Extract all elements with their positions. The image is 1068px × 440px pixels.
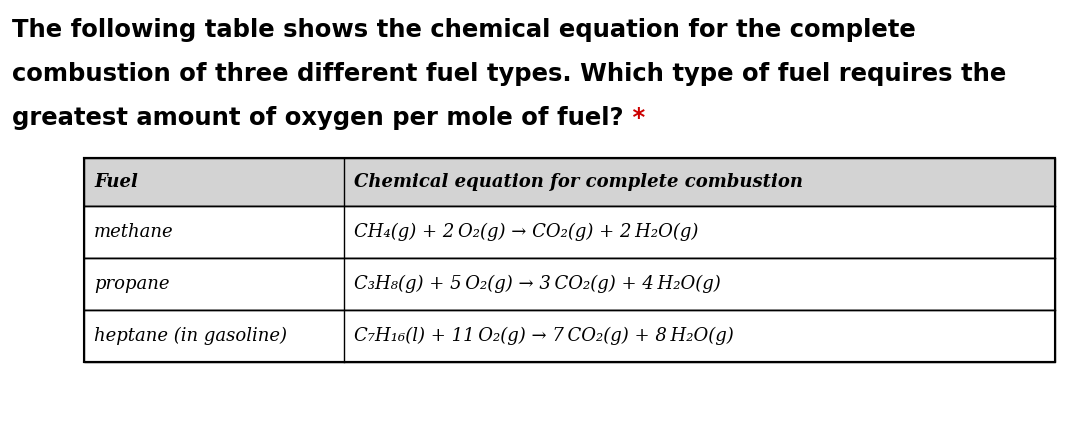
Text: methane: methane bbox=[94, 223, 174, 241]
Text: combustion of three different fuel types. Which type of fuel requires the: combustion of three different fuel types… bbox=[12, 62, 1006, 86]
Bar bbox=[84, 206, 1055, 258]
Bar bbox=[84, 158, 1055, 362]
Text: greatest amount of oxygen per mole of fuel?: greatest amount of oxygen per mole of fu… bbox=[12, 106, 624, 130]
Text: C₇H₁₆(l) + 11 O₂(g) → 7 CO₂(g) + 8 H₂O(g): C₇H₁₆(l) + 11 O₂(g) → 7 CO₂(g) + 8 H₂O(g… bbox=[355, 327, 734, 345]
Text: CH₄(g) + 2 O₂(g) → CO₂(g) + 2 H₂O(g): CH₄(g) + 2 O₂(g) → CO₂(g) + 2 H₂O(g) bbox=[355, 223, 698, 241]
Text: Fuel: Fuel bbox=[94, 173, 138, 191]
Bar bbox=[84, 158, 1055, 206]
Bar bbox=[84, 310, 1055, 362]
Text: The following table shows the chemical equation for the complete: The following table shows the chemical e… bbox=[12, 18, 915, 42]
Text: *: * bbox=[624, 106, 645, 130]
Text: C₃H₈(g) + 5 O₂(g) → 3 CO₂(g) + 4 H₂O(g): C₃H₈(g) + 5 O₂(g) → 3 CO₂(g) + 4 H₂O(g) bbox=[355, 275, 721, 293]
Text: heptane (in gasoline): heptane (in gasoline) bbox=[94, 327, 287, 345]
Text: Chemical equation for complete combustion: Chemical equation for complete combustio… bbox=[355, 173, 803, 191]
Text: propane: propane bbox=[94, 275, 170, 293]
Bar bbox=[84, 258, 1055, 310]
